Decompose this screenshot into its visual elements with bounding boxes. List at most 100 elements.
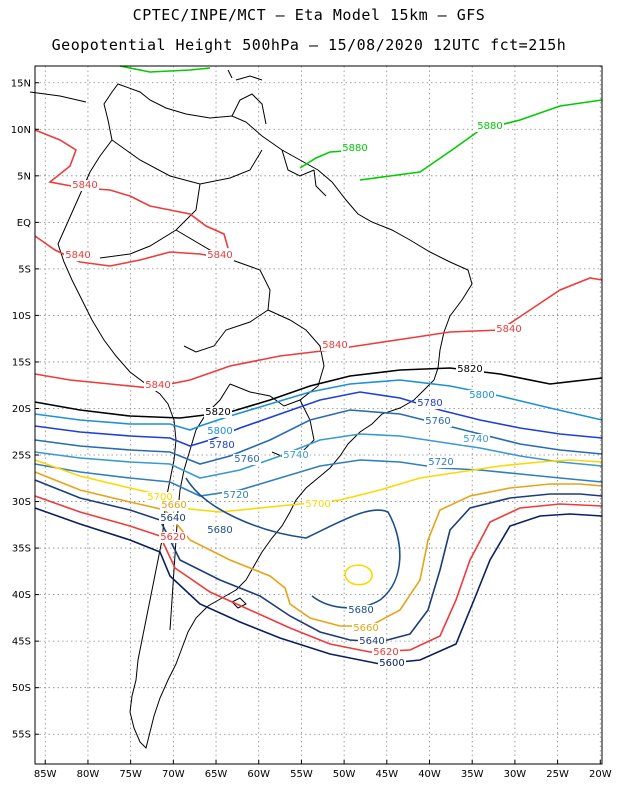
lon-tick-label: 25W (546, 769, 569, 780)
contour-label-bg (321, 340, 349, 351)
contour-label-5620: 5620 (160, 532, 185, 543)
contour-label-bg (233, 454, 261, 465)
contour-label-bg (476, 121, 504, 132)
contour-label-bg (304, 499, 332, 510)
contour-label-bg (424, 416, 452, 427)
lat-tick-label: 5N (17, 171, 31, 182)
contour-label-bg (222, 490, 250, 501)
contour-label-5760: 5760 (425, 416, 450, 427)
south-america-outline (57, 83, 473, 749)
lon-tick-label: 70W (162, 769, 185, 780)
contour-label-5840: 5840 (322, 340, 347, 351)
contour-label-5840: 5840 (496, 324, 521, 335)
contour-5840 (34, 277, 603, 389)
contour-label-5640: 5640 (160, 513, 185, 524)
contour-label-bg (206, 250, 234, 261)
lat-tick-label: 20S (12, 404, 31, 415)
contour-5700 (344, 564, 373, 586)
contour-5800 (34, 379, 603, 431)
lon-tick-label: 20W (589, 769, 612, 780)
contour-label-5680: 5680 (207, 525, 232, 536)
lat-tick-label: 10N (11, 125, 31, 136)
contour-5720 (34, 459, 603, 497)
lat-tick-label: 25S (12, 451, 31, 462)
lat-tick-label: 45S (12, 637, 31, 648)
lon-tick-label: 85W (34, 769, 57, 780)
contour-label-bg (372, 647, 400, 658)
contour-label-bg (358, 636, 386, 647)
contour-label-bg (71, 180, 99, 191)
contour-5880 (299, 99, 603, 181)
contour-label-5700: 5700 (305, 499, 330, 510)
contour-label-5820: 5820 (457, 364, 482, 375)
lat-tick-label: 30S (12, 497, 31, 508)
contour-label-bg (204, 407, 232, 418)
contour-5760 (34, 409, 603, 465)
lon-tick-label: 45W (376, 769, 399, 780)
contour-label-5840: 5840 (72, 180, 97, 191)
lon-tick-label: 75W (119, 769, 142, 780)
contour-label-5840: 5840 (207, 250, 232, 261)
lon-tick-label: 60W (247, 769, 270, 780)
lat-tick-label: 40S (12, 590, 31, 601)
contour-label-bg (208, 440, 236, 451)
lat-tick-label: 10S (12, 311, 31, 322)
contour-label-bg (462, 434, 490, 445)
lon-tick-label: 40W (418, 769, 441, 780)
lat-tick-label: 35S (12, 544, 31, 555)
contour-5780 (34, 391, 603, 447)
contour-label-bg (347, 605, 375, 616)
contour-5620 (34, 495, 603, 653)
contour-label-bg (64, 250, 92, 261)
contour-label-bg (146, 492, 174, 503)
lat-tick-label: 55S (12, 730, 31, 741)
contour-label-bg (378, 658, 406, 669)
falkland-islands (231, 597, 247, 609)
contour-5840 (34, 235, 223, 267)
caribbean-islands (29, 69, 263, 103)
lon-tick-label: 80W (77, 769, 100, 780)
contour-label-5840: 5840 (65, 250, 90, 261)
contour-label-5720: 5720 (428, 457, 453, 468)
contour-labels: 5880 5880 5840 5840 5840 5840 5840 5840 5820 5820… (64, 121, 523, 669)
contour-label-bg (159, 513, 187, 524)
contour-label-5720: 5720 (223, 490, 248, 501)
contour-label-bg (144, 380, 172, 391)
lon-tick-label: 30W (504, 769, 527, 780)
contour-label-5880: 5880 (342, 143, 367, 154)
contour-5820 (34, 367, 603, 419)
lat-tick-label: 5S (18, 264, 31, 275)
lat-tick-label: 50S (12, 683, 31, 694)
contour-label-5780: 5780 (209, 440, 234, 451)
contour-label-bg (416, 398, 444, 409)
contour-5660 (34, 471, 603, 627)
contour-label-bg (159, 532, 187, 543)
contour-label-5660: 5660 (353, 623, 378, 634)
country-borders (99, 93, 327, 631)
contour-label-bg (495, 324, 523, 335)
contour-label-5780: 5780 (417, 398, 442, 409)
contour-label-5620: 5620 (373, 647, 398, 658)
contour-label-5800: 5800 (207, 426, 232, 437)
lon-tick-label: 55W (290, 769, 313, 780)
contour-label-bg (206, 426, 234, 437)
contour-label-5880: 5880 (477, 121, 502, 132)
coastline (29, 69, 473, 749)
contour-label-bg (456, 364, 484, 375)
axis-ticks: 15N 10N 5N EQ 5S 10S 15S 20S 25S 30S 35S 40S 45S 50S 5… (11, 78, 612, 780)
lon-tick-label: 65W (205, 769, 228, 780)
lat-tick-label: 15N (11, 78, 31, 89)
contour-label-bg (341, 143, 369, 154)
contour-label-5800: 5800 (469, 390, 494, 401)
contour-label-5840: 5840 (145, 380, 170, 391)
contour-5600 (34, 507, 603, 665)
contour-5840 (34, 129, 229, 249)
contour-label-bg (352, 623, 380, 634)
contour-label-5660: 5660 (161, 500, 186, 511)
contour-label-5700: 5700 (147, 492, 172, 503)
map-frame (34, 65, 603, 765)
lat-tick-label: EQ (17, 218, 31, 229)
contour-label-bg (160, 500, 188, 511)
chart-subtitle: Geopotential Height 500hPa — 15/08/2020 … (51, 36, 567, 54)
